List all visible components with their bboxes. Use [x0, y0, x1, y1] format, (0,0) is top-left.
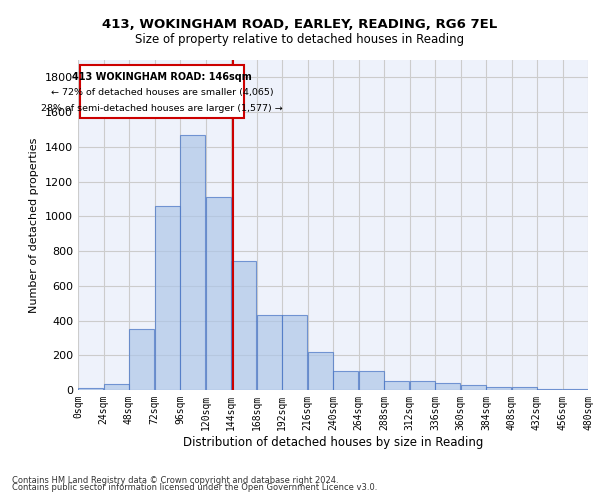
Text: ← 72% of detached houses are smaller (4,065): ← 72% of detached houses are smaller (4,…: [50, 88, 273, 98]
Bar: [78, 388, 103, 390]
Text: Contains HM Land Registry data © Crown copyright and database right 2024.: Contains HM Land Registry data © Crown c…: [12, 476, 338, 485]
Text: Size of property relative to detached houses in Reading: Size of property relative to detached ho…: [136, 32, 464, 46]
Bar: [359, 371, 384, 390]
Bar: [308, 352, 333, 390]
Y-axis label: Number of detached properties: Number of detached properties: [29, 138, 40, 312]
Bar: [206, 197, 231, 390]
Bar: [333, 371, 358, 390]
Bar: [537, 389, 562, 390]
Bar: [282, 316, 307, 390]
Text: Contains public sector information licensed under the Open Government Licence v3: Contains public sector information licen…: [12, 484, 377, 492]
Bar: [461, 385, 486, 390]
Bar: [486, 386, 511, 390]
Bar: [180, 134, 205, 390]
Bar: [563, 389, 588, 390]
Bar: [155, 206, 180, 390]
Bar: [129, 329, 154, 390]
Text: 413 WOKINGHAM ROAD: 146sqm: 413 WOKINGHAM ROAD: 146sqm: [72, 72, 252, 82]
Bar: [410, 382, 435, 390]
Bar: [80, 65, 244, 118]
Text: 28% of semi-detached houses are larger (1,577) →: 28% of semi-detached houses are larger (…: [41, 104, 283, 113]
Bar: [384, 382, 409, 390]
Bar: [512, 386, 537, 390]
X-axis label: Distribution of detached houses by size in Reading: Distribution of detached houses by size …: [183, 436, 483, 448]
Bar: [231, 262, 256, 390]
Bar: [257, 316, 282, 390]
Text: 413, WOKINGHAM ROAD, EARLEY, READING, RG6 7EL: 413, WOKINGHAM ROAD, EARLEY, READING, RG…: [103, 18, 497, 30]
Bar: [435, 383, 460, 390]
Bar: [104, 384, 129, 390]
